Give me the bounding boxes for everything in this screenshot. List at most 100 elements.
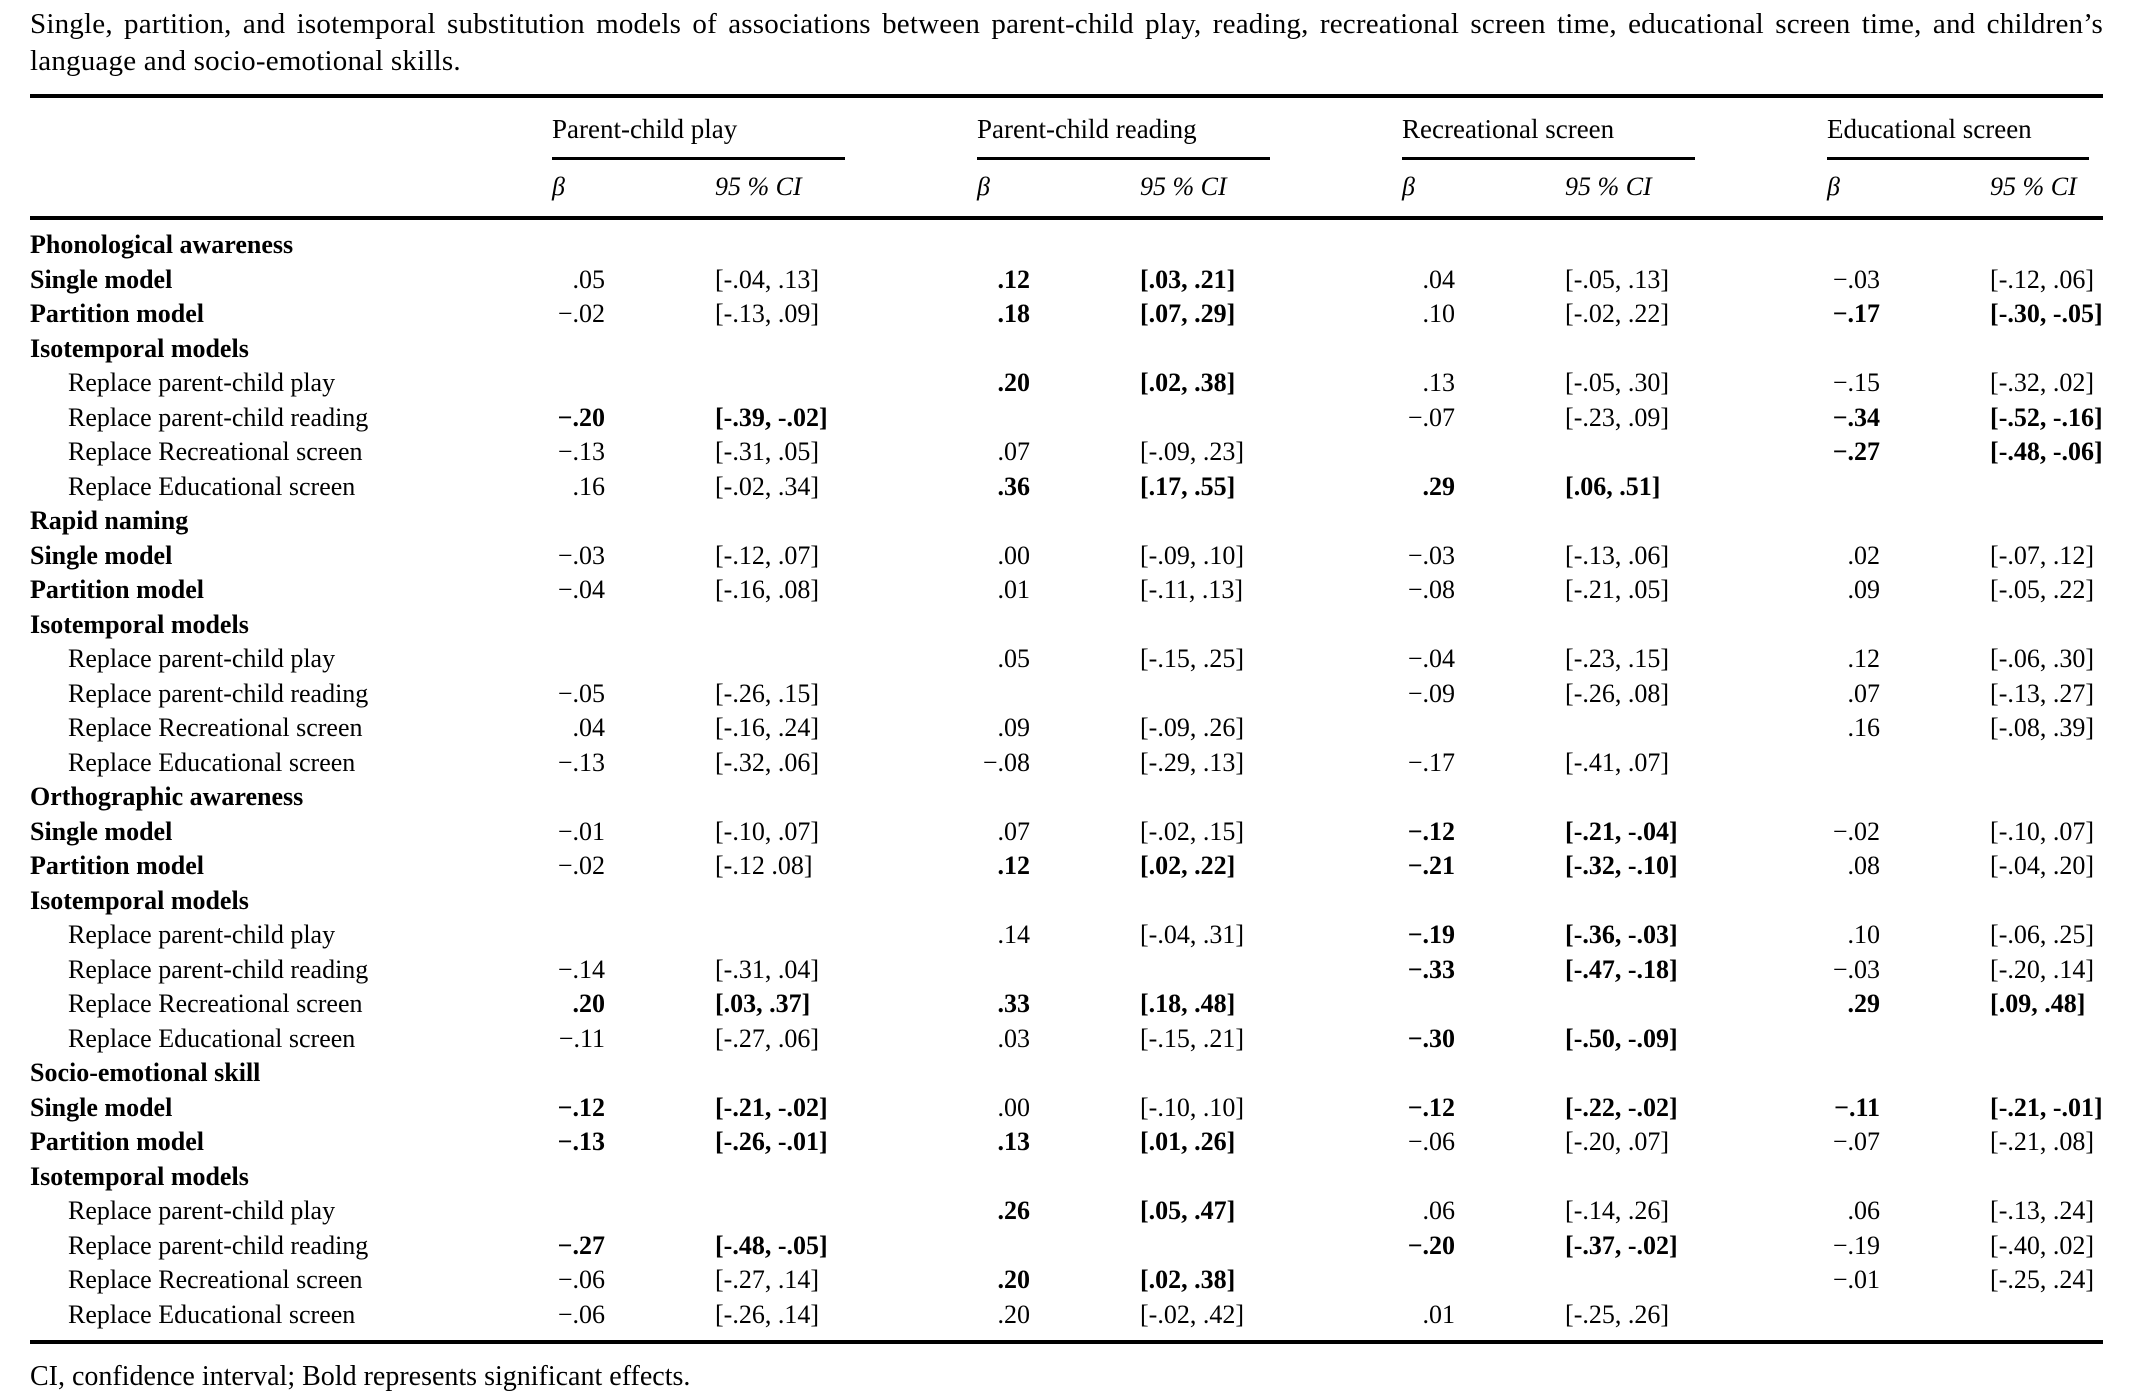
ci-cell	[1880, 1160, 2103, 1195]
row-label: Replace Educational screen	[68, 1023, 356, 1053]
subheader-row: β 95 % CI β 95 % CI β 95 % CI β 95 % CI	[30, 159, 2104, 220]
ci-cell: [.07, .29]	[1140, 299, 1236, 328]
ci-cell: [-.02, .15]	[1140, 816, 1244, 846]
beta-cell	[510, 332, 605, 367]
beta-cell	[510, 218, 605, 263]
beta-cell	[1785, 504, 1880, 539]
beta-cell: −.19	[1832, 1230, 1881, 1260]
ci-cell: [-.21, .05]	[1565, 575, 1670, 604]
ci-cell	[1880, 746, 2103, 781]
beta-header: β	[935, 159, 1031, 220]
ci-cell: [-.23, .15]	[1565, 644, 1670, 673]
ci-cell: [.17, .55]	[1140, 471, 1236, 501]
table-row: Isotemporal models	[30, 1160, 2103, 1195]
table-row: Single model −.01 [-.10, .07] .07 [-.02, .15…	[30, 815, 2103, 850]
ci-cell	[1880, 1022, 2103, 1057]
row-label: Orthographic awareness	[30, 782, 304, 811]
beta-cell	[1360, 987, 1455, 1022]
ci-cell: [-.13, .06]	[1565, 540, 1670, 570]
ci-cell: [-.21, -.02]	[715, 1092, 828, 1122]
row-label: Replace parent-child reading	[68, 954, 369, 984]
table-row: Replace Recreational screen −.06 [-.27, .1…	[30, 1263, 2103, 1298]
table-row: Partition model −.04 [-.16, .08] .01 [-.11, …	[30, 573, 2103, 608]
table-row: Socio-emotional skill	[30, 1056, 2103, 1091]
row-label: Replace Recreational screen	[68, 989, 363, 1018]
beta-cell	[1360, 504, 1455, 539]
beta-cell	[1785, 332, 1880, 367]
beta-cell	[935, 332, 1030, 367]
ci-cell: [-.10, .10]	[1140, 1092, 1244, 1122]
beta-cell	[935, 1160, 1030, 1195]
ci-cell	[1030, 677, 1360, 712]
ci-cell: [-.15, .25]	[1140, 644, 1244, 673]
beta-cell: .07	[997, 816, 1031, 846]
ci-cell: [-.30, -.05]	[1990, 299, 2103, 328]
table-row: Replace Educational screen −.13 [-.32, .06…	[30, 746, 2103, 781]
beta-cell: −.04	[557, 575, 605, 604]
beta-cell: .33	[997, 989, 1031, 1018]
ci-cell: [-.26, .15]	[715, 678, 819, 708]
beta-cell	[935, 884, 1030, 919]
table-row: Replace Educational screen −.06 [-.26, .14…	[30, 1298, 2103, 1343]
ci-cell: [-.13, .24]	[1990, 1196, 2095, 1225]
beta-cell: .16	[1847, 713, 1881, 742]
ci-cell: [-.27, .06]	[715, 1023, 819, 1053]
table-row: Replace parent-child play .20 [.02, .38] .1…	[30, 366, 2103, 401]
beta-cell: −.14	[557, 954, 605, 984]
ci-cell: [-.05, .22]	[1990, 575, 2095, 604]
beta-cell	[1360, 1263, 1455, 1298]
row-label: Rapid naming	[30, 506, 189, 535]
row-label: Single model	[30, 264, 173, 294]
ci-cell: [-.26, -.01]	[715, 1127, 828, 1156]
ci-cell: [-.32, -.10]	[1565, 851, 1678, 880]
table-row: Single model −.12 [-.21, -.02] .00 [-.10, .1…	[30, 1091, 2103, 1126]
row-label: Replace parent-child play	[68, 368, 336, 397]
beta-cell: .04	[572, 713, 606, 742]
ci-cell	[1880, 470, 2103, 505]
table-row: Replace parent-child reading −.20 [-.39, -…	[30, 401, 2103, 436]
ci-cell	[1030, 332, 1360, 367]
row-label: Replace parent-child reading	[68, 678, 369, 708]
ci-cell: [-.05, .30]	[1565, 368, 1670, 397]
beta-cell: .10	[1422, 299, 1456, 328]
beta-cell	[935, 1229, 1030, 1264]
ci-cell: [-.12, .06]	[1990, 264, 2095, 294]
ci-cell	[605, 884, 935, 919]
beta-cell: −.17	[1832, 299, 1881, 328]
row-label: Isotemporal models	[30, 609, 249, 639]
beta-cell: −.01	[1832, 1265, 1881, 1294]
beta-cell: .00	[997, 540, 1031, 570]
ci-cell: [-.07, .12]	[1990, 540, 2095, 570]
ci-header: 95 % CI	[1455, 159, 1786, 220]
ci-cell: [-.36, -.03]	[1565, 920, 1678, 949]
beta-cell: .12	[997, 264, 1031, 294]
ci-cell: [.06, .51]	[1565, 471, 1661, 501]
beta-cell	[1785, 1022, 1880, 1057]
ci-cell: [-.48, -.05]	[715, 1230, 828, 1260]
table-row: Isotemporal models	[30, 332, 2103, 367]
beta-cell: .07	[1847, 678, 1881, 708]
ci-cell	[1455, 987, 1785, 1022]
ci-cell	[1455, 780, 1785, 815]
beta-cell	[1360, 711, 1455, 746]
ci-cell	[1030, 884, 1360, 919]
table-row: Partition model −.02 [-.12 .08] .12 [.02, .2…	[30, 849, 2103, 884]
table-row: Replace parent-child reading −.14 [-.31, .…	[30, 953, 2103, 988]
ci-cell	[1030, 401, 1360, 436]
beta-cell: −.08	[1407, 575, 1456, 604]
ci-cell: [-.22, -.02]	[1565, 1092, 1678, 1122]
table-row: Phonological awareness	[30, 218, 2103, 263]
ci-cell: [-.41, .07]	[1565, 747, 1670, 777]
ci-cell: [-.06, .25]	[1990, 920, 2095, 949]
table-row: Single model .05 [-.04, .13] .12 [.03, .21].…	[30, 263, 2103, 298]
column-group-parent-child-play: Parent-child play	[510, 96, 935, 160]
row-label: Replace Recreational screen	[68, 1265, 363, 1294]
row-label: Replace parent-child play	[68, 644, 336, 673]
beta-cell: .20	[572, 989, 606, 1018]
row-label: Single model	[30, 1092, 173, 1122]
beta-cell: .01	[997, 575, 1031, 604]
ci-cell	[1455, 884, 1785, 919]
ci-cell	[605, 332, 935, 367]
ci-cell	[1030, 1229, 1360, 1264]
beta-cell	[935, 780, 1030, 815]
